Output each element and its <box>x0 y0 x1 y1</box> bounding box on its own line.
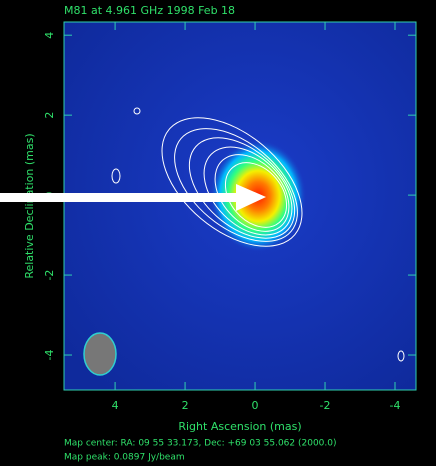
beam <box>83 332 117 376</box>
y-tick-label: -4 <box>43 350 56 361</box>
frame <box>63 21 417 391</box>
y-tick-label: 4 <box>43 32 56 39</box>
annotation: Map center: RA: 09 55 33.173, Dec: +69 0… <box>64 439 337 449</box>
y-tick-label: -2 <box>43 270 56 281</box>
x-tick-label: -4 <box>390 399 401 412</box>
x-tick-label: 4 <box>112 399 119 412</box>
chart-title: M81 at 4.961 GHz 1998 Feb 18 <box>64 4 235 17</box>
y-tick-label: 2 <box>43 112 56 119</box>
x-tick-label: -2 <box>320 399 331 412</box>
x-tick-label: 2 <box>182 399 189 412</box>
contours <box>111 107 405 362</box>
arrow <box>0 184 266 211</box>
x-tick-label: 0 <box>252 399 259 412</box>
x-axis-label: Right Ascension (mas) <box>178 420 301 433</box>
y-axis-label: Relative Declination (mas) <box>23 133 36 278</box>
annotation: Map peak: 0.0897 Jy/beam <box>64 453 185 463</box>
